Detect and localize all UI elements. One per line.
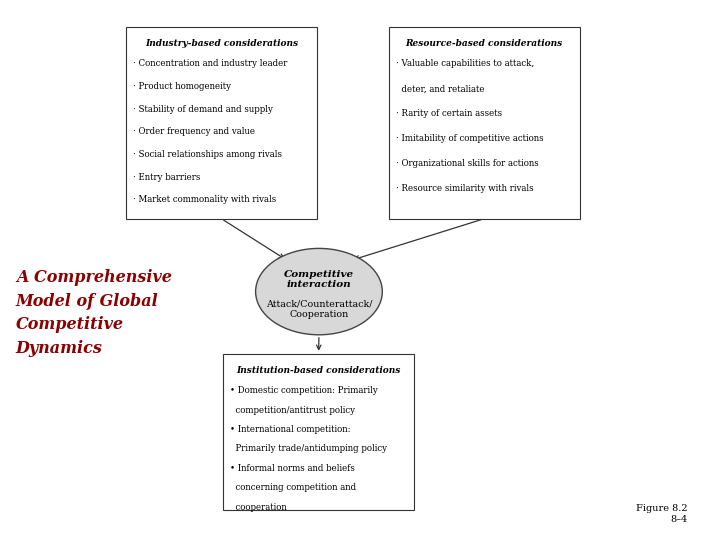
- Text: · Concentration and industry leader: · Concentration and industry leader: [133, 59, 287, 69]
- Text: · Rarity of certain assets: · Rarity of certain assets: [396, 109, 502, 118]
- Text: Figure 8.2
8–4: Figure 8.2 8–4: [636, 504, 688, 524]
- Text: · Valuable capabilities to attack,: · Valuable capabilities to attack,: [396, 59, 534, 69]
- Text: concerning competition and: concerning competition and: [230, 483, 356, 492]
- Text: competition/antitrust policy: competition/antitrust policy: [230, 406, 356, 415]
- Text: · Market commonality with rivals: · Market commonality with rivals: [133, 195, 276, 205]
- FancyBboxPatch shape: [223, 354, 414, 510]
- Text: • Informal norms and beliefs: • Informal norms and beliefs: [230, 464, 355, 473]
- Text: Industry-based considerations: Industry-based considerations: [145, 39, 298, 48]
- Text: Resource-based considerations: Resource-based considerations: [405, 39, 563, 48]
- FancyBboxPatch shape: [126, 27, 317, 219]
- Text: A Comprehensive
Model of Global
Competitive
Dynamics: A Comprehensive Model of Global Competit…: [16, 269, 171, 357]
- Text: cooperation: cooperation: [230, 503, 287, 512]
- Text: · Social relationships among rivals: · Social relationships among rivals: [133, 150, 282, 159]
- FancyBboxPatch shape: [389, 27, 580, 219]
- Text: Primarily trade/antidumping policy: Primarily trade/antidumping policy: [230, 444, 387, 454]
- Ellipse shape: [256, 248, 382, 335]
- Text: · Order frequency and value: · Order frequency and value: [133, 127, 255, 137]
- Text: · Product homogeneity: · Product homogeneity: [133, 82, 231, 91]
- Text: Attack/Counterattack/
Cooperation: Attack/Counterattack/ Cooperation: [266, 300, 372, 319]
- Text: Institution-based considerations: Institution-based considerations: [236, 366, 401, 375]
- Text: · Imitability of competitive actions: · Imitability of competitive actions: [396, 134, 544, 143]
- Text: deter, and retaliate: deter, and retaliate: [396, 84, 485, 93]
- Text: • Domestic competition: Primarily: • Domestic competition: Primarily: [230, 386, 378, 395]
- Text: • International competition:: • International competition:: [230, 425, 351, 434]
- Text: · Entry barriers: · Entry barriers: [133, 173, 201, 182]
- Text: · Resource similarity with rivals: · Resource similarity with rivals: [396, 184, 534, 193]
- Text: · Organizational skills for actions: · Organizational skills for actions: [396, 159, 539, 168]
- Text: · Stability of demand and supply: · Stability of demand and supply: [133, 105, 273, 114]
- Text: Competitive
interaction: Competitive interaction: [284, 270, 354, 289]
